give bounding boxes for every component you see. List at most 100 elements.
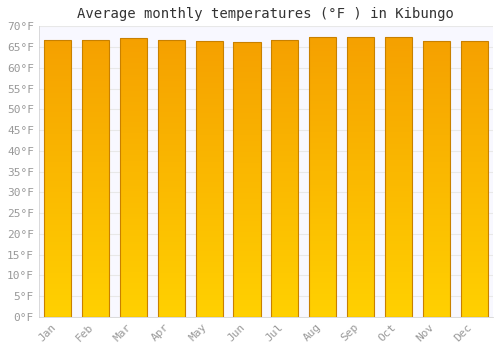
Bar [347, 124, 374, 126]
Bar [158, 82, 185, 84]
Bar [347, 275, 374, 278]
Bar [158, 284, 185, 286]
Bar [347, 168, 374, 171]
Bar [234, 53, 260, 56]
Bar [347, 191, 374, 194]
Bar [120, 86, 147, 89]
Bar [385, 155, 412, 158]
Bar [120, 113, 147, 116]
Bar [158, 153, 185, 156]
Bar [347, 166, 374, 168]
Bar [234, 309, 260, 311]
Bar [347, 306, 374, 308]
Bar [460, 93, 488, 96]
Bar [120, 214, 147, 217]
Bar [271, 184, 298, 187]
Bar [460, 243, 488, 245]
Bar [234, 237, 260, 240]
Bar [234, 163, 260, 166]
Bar [234, 56, 260, 58]
Bar [422, 152, 450, 154]
Bar [385, 152, 412, 155]
Bar [422, 61, 450, 63]
Bar [196, 204, 223, 206]
Bar [196, 41, 223, 44]
Bar [309, 289, 336, 292]
Bar [82, 60, 109, 62]
Bar [422, 226, 450, 229]
Bar [271, 226, 298, 228]
Bar [309, 278, 336, 280]
Bar [82, 273, 109, 275]
Bar [422, 300, 450, 303]
Bar [196, 140, 223, 143]
Bar [44, 273, 72, 275]
Bar [347, 96, 374, 98]
Bar [271, 107, 298, 110]
Bar [460, 259, 488, 262]
Bar [271, 239, 298, 242]
Bar [385, 311, 412, 314]
Bar [196, 223, 223, 226]
Bar [385, 303, 412, 306]
Bar [271, 261, 298, 264]
Bar [271, 176, 298, 178]
Bar [422, 204, 450, 206]
Bar [82, 234, 109, 237]
Bar [120, 158, 147, 161]
Bar [234, 80, 260, 83]
Bar [422, 127, 450, 130]
Bar [347, 129, 374, 132]
Bar [385, 256, 412, 258]
Bar [120, 58, 147, 61]
Bar [309, 118, 336, 121]
Bar [460, 201, 488, 204]
Bar [309, 37, 336, 40]
Bar [422, 124, 450, 127]
Bar [271, 267, 298, 270]
Bar [347, 224, 374, 227]
Bar [385, 127, 412, 130]
Bar [158, 261, 185, 264]
Bar [196, 165, 223, 168]
Bar [309, 96, 336, 98]
Bar [309, 110, 336, 112]
Bar [347, 87, 374, 90]
Bar [271, 212, 298, 215]
Bar [347, 236, 374, 238]
Bar [271, 98, 298, 101]
Bar [234, 298, 260, 300]
Bar [158, 131, 185, 134]
Bar [82, 225, 109, 228]
Bar [460, 61, 488, 63]
Bar [271, 165, 298, 168]
Bar [120, 186, 147, 189]
Bar [44, 106, 72, 109]
Bar [422, 96, 450, 99]
Bar [158, 259, 185, 261]
Bar [196, 162, 223, 165]
Bar [460, 184, 488, 187]
Bar [385, 306, 412, 308]
Bar [385, 250, 412, 253]
Bar [271, 51, 298, 54]
Bar [309, 121, 336, 124]
Bar [385, 289, 412, 292]
Bar [460, 273, 488, 275]
Bar [234, 103, 260, 105]
Bar [422, 256, 450, 259]
Bar [460, 91, 488, 93]
Bar [120, 80, 147, 83]
Bar [460, 174, 488, 176]
Bar [385, 43, 412, 46]
Bar [347, 51, 374, 54]
Bar [120, 278, 147, 281]
Bar [196, 182, 223, 184]
Bar [422, 80, 450, 83]
Bar [82, 308, 109, 311]
Bar [44, 134, 72, 137]
Bar [422, 220, 450, 223]
Bar [309, 146, 336, 149]
Bar [158, 54, 185, 57]
Bar [460, 187, 488, 190]
